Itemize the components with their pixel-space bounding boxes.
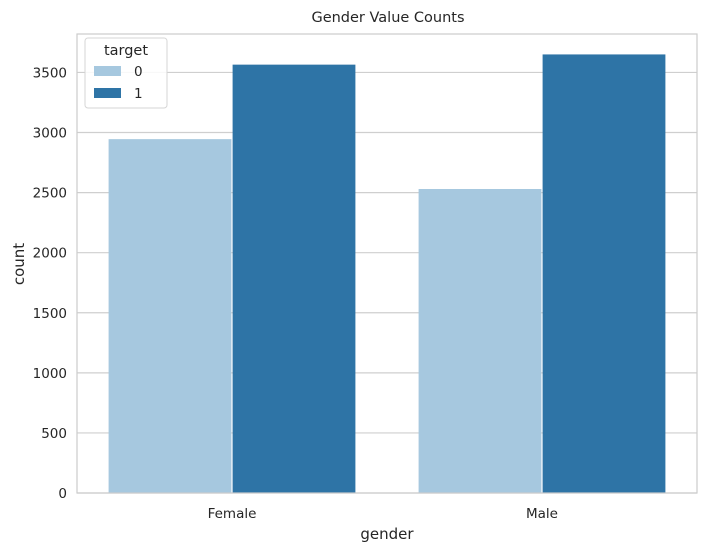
x-tick-label-male: Male — [526, 506, 558, 522]
y-tick-label-7: 3500 — [33, 65, 67, 81]
y-tick-label-3: 1500 — [33, 306, 67, 322]
x-tick-label-female: Female — [208, 506, 257, 522]
x-tick-labels: Female Male — [208, 506, 558, 522]
legend: target 0 1 — [84, 37, 168, 109]
legend-swatch-0 — [94, 66, 121, 76]
y-tick-label-0: 0 — [58, 486, 67, 502]
y-tick-label-5: 2500 — [33, 186, 67, 202]
y-tick-label-4: 2000 — [33, 246, 67, 262]
legend-swatch-1 — [94, 88, 121, 98]
legend-title: target — [104, 43, 148, 59]
chart-title: Gender Value Counts — [311, 10, 464, 26]
plot-frame — [76, 33, 698, 494]
legend-label-1: 1 — [134, 86, 143, 102]
bar-female-target-1 — [232, 64, 356, 494]
y-tick-label-2: 1000 — [33, 366, 67, 382]
y-tick-labels: 0 500 1000 1500 2000 2500 3000 3500 — [33, 65, 67, 502]
y-axis-label: count — [10, 243, 28, 285]
y-tick-label-1: 500 — [41, 426, 67, 442]
x-axis-label: gender — [360, 525, 414, 543]
y-tick-label-6: 3000 — [33, 126, 67, 142]
legend-label-0: 0 — [134, 64, 143, 80]
bar-male-target-0 — [418, 189, 542, 493]
bars — [108, 54, 666, 494]
bar-male-target-1 — [542, 54, 666, 494]
bar-female-target-0 — [108, 139, 232, 493]
